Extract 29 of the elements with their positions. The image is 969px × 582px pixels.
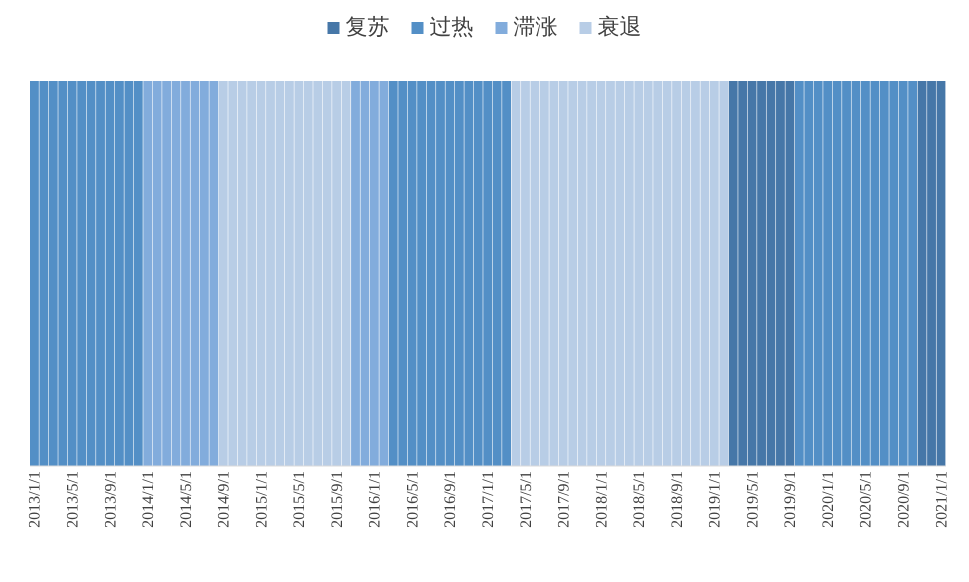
- x-tick-label: 2017/5/1: [518, 471, 535, 528]
- x-tick-label: 2018/1/1: [593, 471, 610, 528]
- x-tick-label: 2021/1/1: [933, 471, 950, 528]
- x-tick-label: 2016/1/1: [366, 471, 384, 528]
- x-tick-label: 2020/1/1: [820, 471, 837, 528]
- x-tick-label: 2015/5/1: [291, 471, 308, 528]
- x-tick-label: 2013/1/1: [26, 471, 44, 528]
- x-tick-label: 2015/1/1: [253, 471, 270, 528]
- x-tick-label: 2019/5/1: [744, 471, 762, 528]
- legend-label: 滞涨: [514, 15, 558, 40]
- x-tick-label: 2018/5/1: [631, 471, 648, 528]
- x-tick-label: 2018/9/1: [668, 471, 686, 528]
- x-tick-label: 2014/9/1: [216, 471, 233, 528]
- legend-label: 复苏: [346, 15, 390, 40]
- legend-label: 过热: [430, 15, 474, 40]
- x-tick-label: 2014/1/1: [140, 471, 158, 528]
- x-tick-label: 2013/9/1: [102, 471, 120, 528]
- x-tick-label: 2016/9/1: [442, 471, 460, 528]
- x-tick-label: 2019/1/1: [706, 471, 724, 528]
- x-tick-label: 2019/9/1: [782, 471, 800, 528]
- legend-label: 衰退: [598, 15, 642, 40]
- x-tick-label: 2016/5/1: [404, 471, 422, 528]
- x-tick-label: 2017/9/1: [556, 471, 573, 528]
- x-tick-label: 2020/5/1: [858, 471, 875, 528]
- x-tick-label: 2013/5/1: [64, 471, 82, 528]
- x-tick-label: 2015/9/1: [328, 471, 346, 528]
- x-tick-label: 2014/5/1: [178, 471, 195, 528]
- x-tick-label: 2020/9/1: [896, 471, 913, 528]
- x-tick-label: 2017/1/1: [480, 471, 497, 528]
